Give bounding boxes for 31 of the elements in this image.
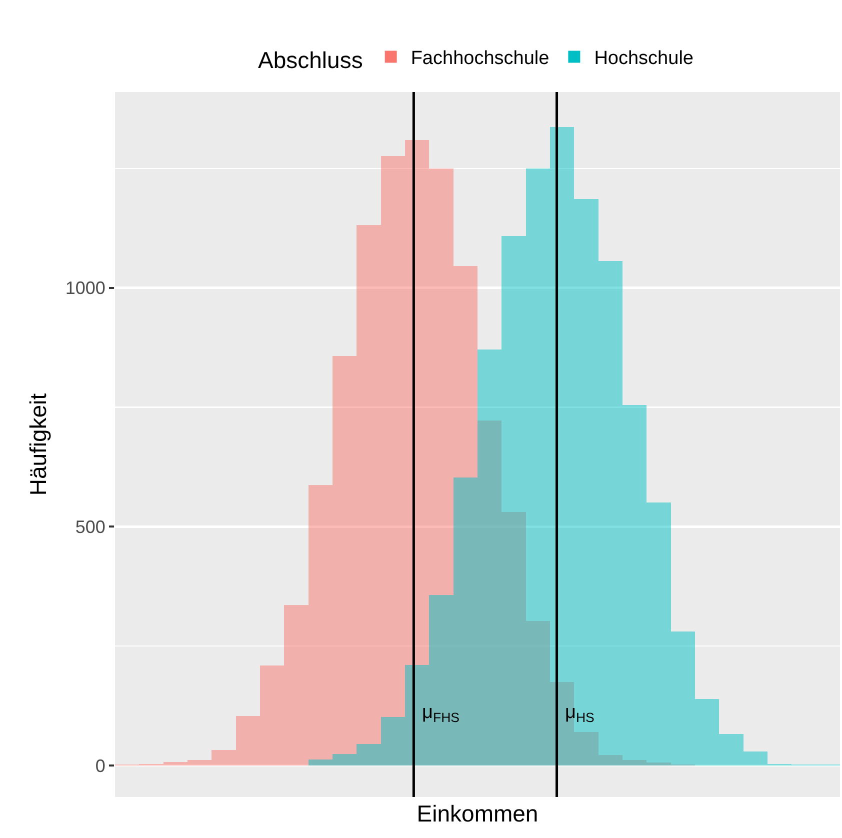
bar	[646, 502, 671, 766]
bar	[598, 261, 622, 766]
annotation: μ$_{FHS}$	[422, 702, 460, 725]
bar	[526, 168, 550, 766]
legend-label: Hochschule	[594, 48, 694, 70]
bar	[478, 349, 502, 766]
bar	[743, 752, 768, 766]
bar	[260, 666, 284, 766]
y-tick-label: 0	[95, 756, 106, 776]
y-axis-title: Häufigkeit	[24, 392, 51, 496]
bar	[502, 236, 526, 766]
bar	[212, 750, 236, 766]
bar	[574, 198, 598, 766]
bar	[332, 754, 357, 766]
y-tick-label: 1000	[65, 278, 106, 298]
bar	[719, 734, 744, 766]
y-tick-label: 500	[75, 516, 106, 537]
bar	[188, 760, 212, 766]
bar	[670, 632, 695, 766]
bar	[622, 404, 647, 766]
bar	[356, 744, 381, 766]
bar	[163, 762, 188, 766]
annotation: μ$_{HS}$	[565, 702, 595, 725]
legend-label: Fachhochschule	[410, 48, 550, 70]
legend-title: Abschluss	[258, 46, 363, 73]
bar	[695, 699, 720, 766]
bar	[380, 716, 405, 766]
x-axis-title: Einkommen	[416, 800, 538, 827]
bar	[236, 716, 260, 766]
bar	[308, 759, 332, 766]
bar	[284, 604, 308, 766]
